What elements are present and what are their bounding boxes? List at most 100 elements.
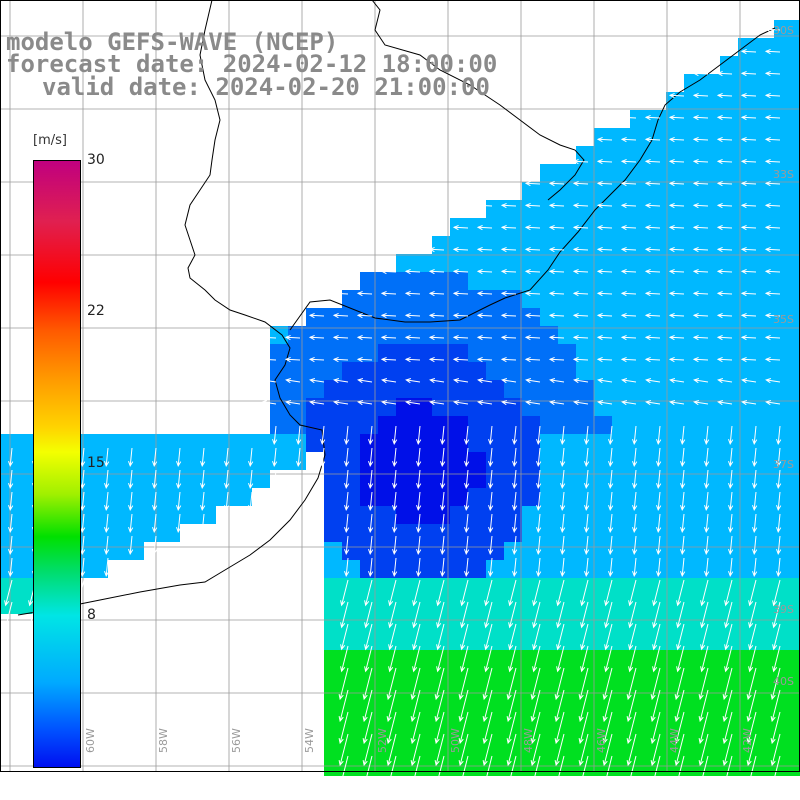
wind-arrow [668, 268, 685, 275]
wind-speed-cell [108, 506, 126, 524]
wind-speed-cell [90, 560, 108, 578]
wind-speed-cell [288, 434, 306, 452]
wind-speed-cell [702, 128, 720, 146]
wind-speed-cell [522, 290, 540, 308]
wind-arrow [776, 535, 782, 556]
wind-speed-cell [414, 722, 432, 740]
wind-speed-cell [450, 506, 468, 524]
wind-speed-cell [684, 470, 702, 488]
wind-speed-cell [342, 380, 360, 398]
wind-speed-cell [486, 434, 504, 452]
wind-arrow [692, 92, 709, 99]
wind-speed-cell [522, 236, 540, 254]
wind-arrow [412, 601, 421, 629]
wind-speed-cell [612, 506, 630, 524]
wind-arrow [506, 689, 517, 723]
wind-arrow [680, 447, 686, 468]
wind-speed-cell [540, 308, 558, 326]
wind-arrow [440, 469, 446, 490]
wind-arrow [656, 491, 662, 512]
wind-speed-cell [792, 614, 800, 632]
wind-speed-cell [162, 470, 180, 488]
wind-speed-cell [288, 452, 306, 470]
wind-arrow [488, 447, 494, 468]
wind-speed-cell [396, 686, 414, 704]
wind-speed-cell [576, 326, 594, 344]
wind-speed-cell [504, 668, 522, 686]
wind-arrow [724, 579, 733, 607]
wind-speed-cell [558, 596, 576, 614]
wind-arrow [740, 180, 757, 187]
wind-speed-cell [306, 416, 324, 434]
wind-speed-cell [108, 488, 126, 506]
wind-speed-cell [630, 722, 648, 740]
wind-speed-cell [540, 650, 558, 668]
wind-arrow [608, 557, 614, 578]
wind-arrow [556, 601, 565, 629]
wind-speed-cell [612, 326, 630, 344]
wind-arrow [440, 513, 446, 534]
wind-arrow [752, 513, 758, 534]
wind-arrow [644, 114, 661, 121]
wind-arrow [728, 447, 734, 468]
wind-speed-cell [396, 614, 414, 632]
lon-label: 44W [668, 728, 681, 753]
wind-speed-cell [774, 560, 792, 578]
wind-speed-cell [468, 686, 486, 704]
wind-speed-cell [738, 506, 756, 524]
wind-speed-cell [18, 506, 36, 524]
wind-speed-cell [288, 416, 306, 434]
wind-arrow [404, 290, 421, 297]
wind-speed-cell [612, 614, 630, 632]
wind-arrow [620, 180, 637, 187]
wind-speed-cell [414, 380, 432, 398]
wind-speed-cell [576, 182, 594, 200]
wind-speed-cell [522, 272, 540, 290]
wind-speed-cell [522, 362, 540, 380]
wind-speed-cell [522, 632, 540, 650]
wind-speed-cell [558, 218, 576, 236]
wind-arrow [764, 70, 781, 77]
wind-arrow [746, 689, 757, 723]
wind-speed-cell [684, 488, 702, 506]
wind-speed-cell [540, 578, 558, 596]
wind-arrow [340, 579, 349, 607]
wind-speed-cell [360, 344, 378, 362]
wind-speed-cell [378, 362, 396, 380]
wind-speed-cell [558, 632, 576, 650]
wind-speed-cell [90, 452, 108, 470]
wind-arrow [388, 623, 397, 651]
wind-speed-cell [342, 560, 360, 578]
wind-speed-cell [720, 668, 738, 686]
wind-arrow [248, 491, 254, 512]
wind-arrow [668, 202, 685, 209]
wind-arrow [628, 623, 637, 651]
wind-arrow [740, 246, 757, 253]
wind-arrow [596, 246, 613, 253]
wind-speed-cell [468, 704, 486, 722]
wind-speed-cell [612, 236, 630, 254]
wind-arrow [484, 645, 493, 673]
wind-speed-cell [342, 632, 360, 650]
wind-arrow [770, 733, 781, 767]
wind-speed-cell [450, 614, 468, 632]
wind-arrow [716, 268, 733, 275]
wind-speed-cell [738, 218, 756, 236]
wind-arrow [652, 645, 661, 673]
wind-speed-cell [720, 560, 738, 578]
wind-speed-cell [720, 254, 738, 272]
wind-speed-cell [630, 434, 648, 452]
wind-arrow [572, 290, 589, 297]
wind-arrow [452, 268, 469, 275]
wind-speed-cell [468, 290, 486, 308]
wind-speed-cell [0, 560, 18, 578]
wind-speed-cell [666, 164, 684, 182]
wind-speed-cell [558, 272, 576, 290]
wind-speed-cell [234, 434, 252, 452]
wind-arrow [357, 378, 373, 384]
wind-speed-cell [0, 524, 18, 542]
wind-arrow [392, 557, 398, 578]
wind-speed-cell [792, 740, 800, 758]
wind-arrow [632, 535, 638, 556]
wind-speed-cell [504, 254, 522, 272]
